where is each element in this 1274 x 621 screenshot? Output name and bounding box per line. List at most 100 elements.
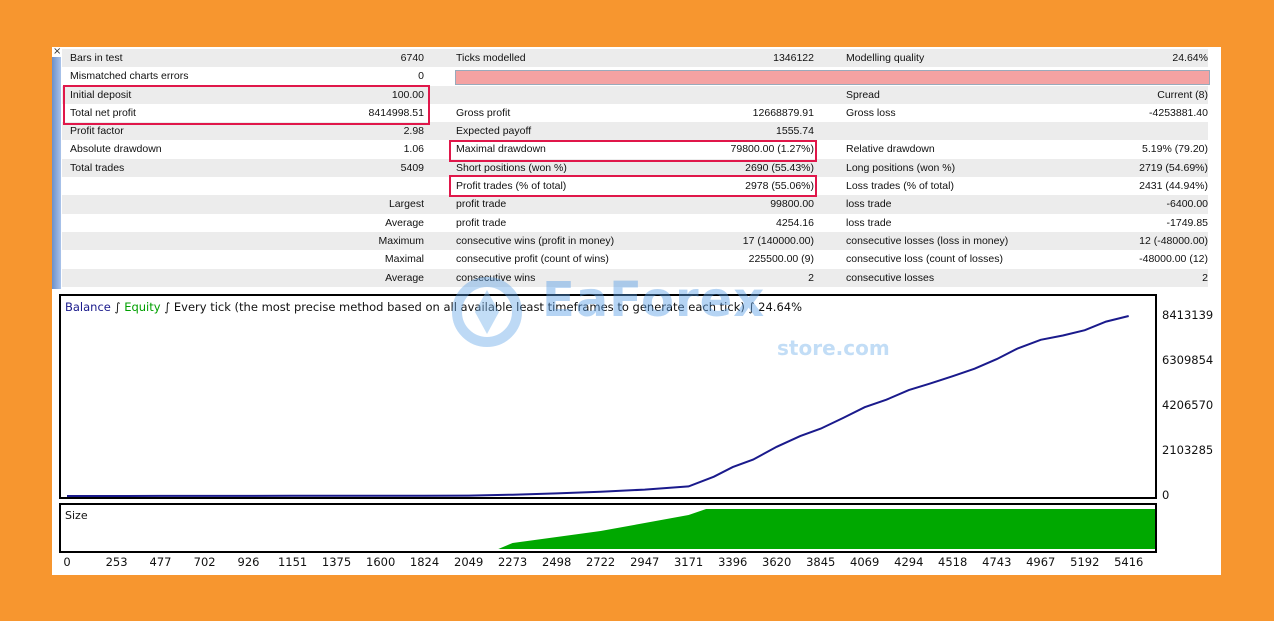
report-label: Relative drawdown xyxy=(846,143,935,156)
report-row: Bars in test 6740 Ticks modelled 1346122 Mod… xyxy=(62,49,1208,68)
report-value: 1555.74 xyxy=(776,125,814,138)
y-tick-label: 4206570 xyxy=(1162,398,1214,412)
report-value: 100.00 xyxy=(391,88,424,101)
report-value: 0 xyxy=(418,70,424,83)
report-label: Short positions (won %) xyxy=(456,161,567,174)
report-label: consecutive wins xyxy=(456,271,536,284)
report-value: 5.19% (79.20) xyxy=(1142,143,1208,156)
y-tick-label: 6309854 xyxy=(1162,353,1214,367)
x-tick-label: 3620 xyxy=(762,555,792,569)
close-icon[interactable]: × xyxy=(53,46,62,57)
x-tick-label: 477 xyxy=(149,555,172,569)
x-tick-label: 2049 xyxy=(454,555,484,569)
report-value xyxy=(62,177,424,195)
report-value: -4253881.40 xyxy=(1149,106,1208,119)
report-row: Maximum consecutive wins (profit in money… xyxy=(62,231,1208,251)
report-value: Average xyxy=(385,216,424,229)
chart-legend: Balance ∫ Equity ∫ Every tick (the most … xyxy=(65,300,802,314)
report-value: -1749.85 xyxy=(1166,216,1208,229)
highlight-deposit-profit xyxy=(63,85,430,125)
report-value: 8414998.51 xyxy=(368,106,424,119)
report-label: loss trade xyxy=(846,216,892,229)
report-label: Gross profit xyxy=(456,106,511,119)
size-chart: Size xyxy=(59,503,1157,553)
balance-line xyxy=(67,315,1129,497)
x-tick-label: 5192 xyxy=(1070,555,1100,569)
report-table: Bars in test 6740 Ticks modelled 1346122 Mod… xyxy=(62,49,1210,287)
report-label: Mismatched charts errors xyxy=(70,70,189,83)
report-label: profit trade xyxy=(456,198,507,211)
x-tick-label: 4518 xyxy=(938,555,968,569)
report-value: 2 xyxy=(808,271,814,284)
report-label: Modelling quality xyxy=(846,52,925,64)
size-plot xyxy=(67,509,1155,549)
x-tick-label: 5416 xyxy=(1114,555,1144,569)
y-tick-label: 8413139 xyxy=(1162,308,1214,322)
x-tick-label: 4743 xyxy=(982,555,1012,569)
x-axis-labels: 0 253 477 702 926 1151 1375 1600 1824 2049 2273 249… xyxy=(52,553,1221,573)
size-area xyxy=(67,509,1155,549)
report-value: 17 (140000.00) xyxy=(742,234,814,247)
report-label: Spread xyxy=(846,88,880,101)
report-row: Total trades 5409 Short positions (won %) 2… xyxy=(62,158,1208,178)
report-value: -48000.00 (12) xyxy=(1139,253,1208,266)
report-value: 4254.16 xyxy=(776,216,814,229)
report-row: Mismatched charts errors 0 xyxy=(62,67,1210,86)
report-row: Profit factor 2.98 Expected payoff 1555.74 xyxy=(62,122,1208,141)
report-label: loss trade xyxy=(846,198,892,211)
size-chart-label: Size xyxy=(65,509,88,522)
highlight-profit-trades xyxy=(449,175,817,197)
x-tick-label: 702 xyxy=(193,555,216,569)
report-label: Maximal drawdown xyxy=(456,143,546,156)
report-value: 5409 xyxy=(400,161,424,174)
report-value: 2719 (54.69%) xyxy=(1139,161,1208,174)
x-tick-label: 1600 xyxy=(366,555,396,569)
report-row: Average profit trade 4254.16 loss trade -174… xyxy=(62,214,1208,232)
balance-chart: Balance ∫ Equity ∫ Every tick (the most … xyxy=(59,294,1157,499)
report-value: 225500.00 (9) xyxy=(748,253,814,266)
x-tick-label: 253 xyxy=(105,555,128,569)
report-value: 2690 (55.43%) xyxy=(745,161,814,174)
x-tick-label: 1375 xyxy=(321,555,352,569)
report-label: Profit trades (% of total) xyxy=(456,180,567,193)
report-value: Average xyxy=(385,271,424,284)
report-label: consecutive loss (count of losses) xyxy=(846,253,1003,266)
report-label: Profit factor xyxy=(70,125,124,138)
report-value: 2 xyxy=(1202,271,1208,284)
report-label: consecutive losses (loss in money) xyxy=(846,234,1009,247)
report-row: Average consecutive wins 2 consecutive loss… xyxy=(62,268,1208,287)
report-value xyxy=(456,86,814,104)
report-value: 99800.00 xyxy=(770,198,814,211)
x-tick-label: 4294 xyxy=(894,555,924,569)
report-label: consecutive losses xyxy=(846,271,935,284)
legend-separator: ∫ xyxy=(110,300,125,314)
y-tick-label: 2103285 xyxy=(1162,443,1214,457)
report-row: Absolute drawdown 1.06 Maximal drawdown 798… xyxy=(62,140,1208,158)
x-tick-label: 1824 xyxy=(409,555,440,569)
report-value: 2978 (55.06%) xyxy=(745,180,814,193)
report-value: Maximal xyxy=(384,253,424,266)
x-tick-label: 4967 xyxy=(1026,555,1056,569)
report-label: consecutive profit (count of wins) xyxy=(456,253,609,266)
report-label: profit trade xyxy=(456,216,507,229)
legend-balance: Balance xyxy=(65,300,111,314)
y-tick-label: 0 xyxy=(1162,488,1170,502)
report-row: Total net profit 8414998.51 Gross profit 12… xyxy=(62,104,1208,122)
report-value: 6740 xyxy=(400,52,424,64)
report-row: Maximal consecutive profit (count of wins… xyxy=(62,250,1208,268)
report-value: 12668879.91 xyxy=(752,106,814,119)
x-tick-label: 0 xyxy=(63,555,71,569)
report-label: Loss trades (% of total) xyxy=(846,180,954,193)
x-tick-label: 2498 xyxy=(542,555,572,569)
x-tick-label: 2947 xyxy=(630,555,660,569)
x-tick-label: 3171 xyxy=(673,555,704,569)
legend-method: Every tick (the most precise method base… xyxy=(173,300,745,314)
report-value: 2.98 xyxy=(403,125,424,138)
report-value: 2431 (44.94%) xyxy=(1139,180,1208,193)
report-label: Total net profit xyxy=(70,106,136,119)
legend-quality: 24.64% xyxy=(758,300,803,314)
window-side-strip xyxy=(52,57,61,289)
x-tick-label: 4069 xyxy=(850,555,880,569)
report-value: Maximum xyxy=(378,234,424,247)
legend-equity: Equity xyxy=(124,300,161,314)
